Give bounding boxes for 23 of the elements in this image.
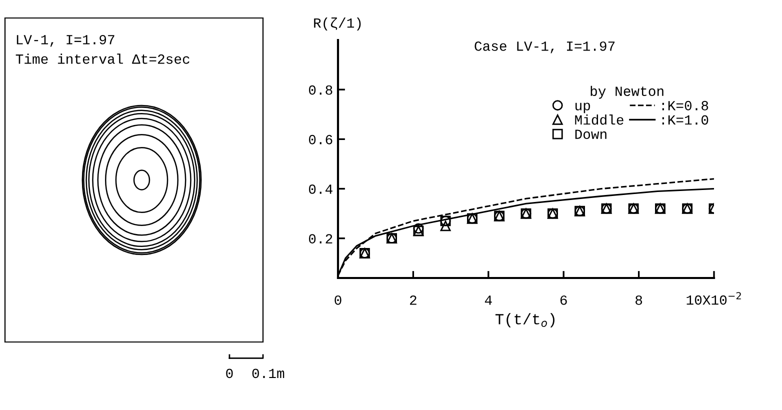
legend-label: Down [575,130,606,140]
text: Time interval Δt=2sec [16,54,190,64]
legend-title: by Newton [590,86,664,99]
x-tick-label: 4 [484,296,492,305]
text: 0 [226,368,233,378]
legend-label: Middle [575,114,624,125]
x-tick-label: 0 [334,295,342,305]
y-axis-title: R(ζ/1) [314,18,361,30]
legend-label: :K=0.8 [662,100,708,110]
y-tick-label: 0.4 [308,184,332,194]
text: LV-1, I=1.97 [16,34,114,47]
y-tick-label: 0.2 [308,234,332,244]
x-tick-label: 8 [636,295,642,305]
x-tick-label: 2 [410,295,416,305]
chart-title: Case LV-1, I=1.97 [474,41,615,54]
x-axis-title: T(t/t$_{o}$) [495,313,554,328]
text: 0.1m [252,368,284,378]
x-tick-label: 6 [560,295,567,305]
legend-label: :K=1.0 [662,115,708,125]
legend-label: up [576,102,590,114]
y-tick-label: 0.6 [308,134,332,144]
y-tick-label: 0.8 [308,85,332,95]
x-tick-label: 10X10$^{−2}$ [686,292,741,305]
